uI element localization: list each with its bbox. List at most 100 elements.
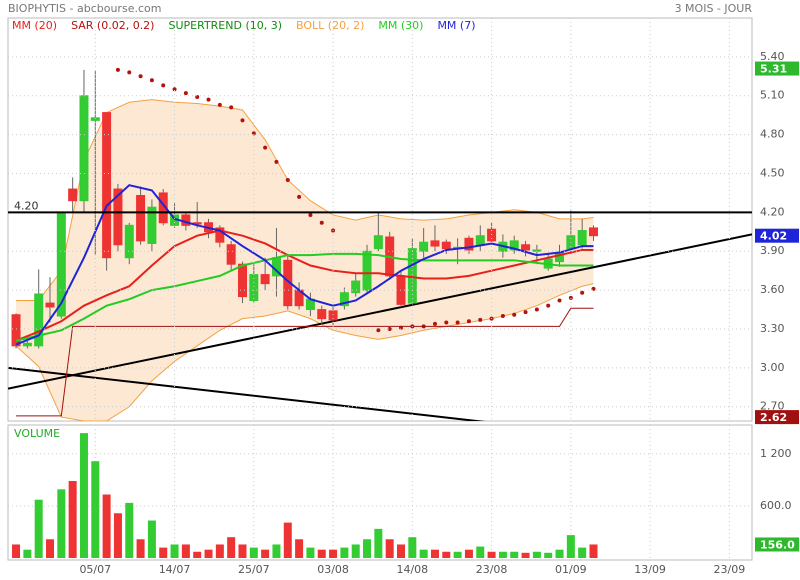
sar-dot [319,220,324,225]
indicator-line [16,307,594,417]
volume-bar [238,544,247,558]
x-tick-label: 14/07 [159,563,191,576]
y-tick-label: 5.10 [760,89,785,102]
volume-bar [510,551,519,558]
volume-bar [68,480,77,558]
sar-dot [285,177,290,182]
volume-title: VOLUME [14,427,60,440]
x-tick-label: 05/07 [79,563,111,576]
trendline [8,233,752,390]
volume-bar [57,489,66,558]
sar-dot [523,310,528,315]
sar-dot [568,295,573,300]
x-tick-label: 13/09 [634,563,666,576]
legend-entry: MM (30) [378,19,423,32]
y-tick-label: 3.30 [760,322,785,335]
price-tag: 4.02 [760,230,787,243]
y-tick-label: 2.70 [760,400,785,413]
candle-body [339,292,349,307]
sar-dot [195,95,200,100]
candle-body [475,235,485,246]
y-tick-label: 1 200 [760,447,792,460]
boll-band [16,99,594,421]
legend-entry: SAR (0.02, 0.2) [71,19,154,32]
chart-title: BIOPHYTIS - abcbourse.com [8,2,161,15]
price-tag: 2.62 [760,411,787,424]
sar-dot [138,74,143,79]
sar-dot [455,320,460,325]
volume-bar [566,535,575,558]
legend-entry: SUPERTREND (10, 3) [168,19,282,32]
candle-body [45,302,55,308]
volume-bar [544,552,553,558]
candle-body [158,192,168,224]
volume-bar [91,461,100,558]
volume-bar [159,547,168,558]
candle-body [588,227,598,237]
candle-body [430,240,440,247]
sar-dot [217,102,222,107]
candle-body [396,275,406,305]
volume-bar [306,547,315,558]
volume-bar [193,551,202,558]
candle-body [68,188,78,202]
legend-entry: MM (7) [437,19,475,32]
volume-bar [532,551,541,558]
indicator-line [15,184,594,346]
volume-bar [442,551,451,558]
sar-dot [376,328,381,333]
volume-bar [215,544,224,558]
candle-body [260,274,270,285]
candle-body [362,250,372,291]
legend-entry: MM (20) [12,19,57,32]
volume-bar [578,547,587,558]
candle-body [487,228,497,242]
sar-dot [127,70,132,75]
sar-dot [115,67,120,72]
sar-dot [557,298,562,303]
volume-bar [295,539,304,558]
volume-bar [419,549,428,558]
volume-bar [136,539,145,558]
sar-dot [387,326,392,331]
candle-body [373,235,383,250]
volume-bar [397,544,406,558]
sar-dot [229,105,234,110]
sar-dot [500,314,505,319]
price-frame [7,17,753,422]
candle-body [11,314,21,347]
period: 3 MOIS - JOUR [675,2,753,15]
y-tick-label: 600.0 [760,499,792,512]
sar-dot [432,321,437,326]
sar-dot [240,118,245,123]
volume-bar [102,494,111,558]
boll-lower [15,283,594,421]
resistance-label: 4.20 [14,199,39,212]
volume-bar [464,549,473,558]
volume-bar [249,547,258,558]
sar-dot [466,319,471,324]
sar-dot [172,87,177,92]
volume-bar [408,537,417,558]
price-tag-box [755,61,799,76]
y-tick-label: 4.50 [760,166,785,179]
indicator-line [15,252,594,342]
volume-bar [374,528,383,558]
x-tick-label: 01/09 [555,563,587,576]
candle-body [226,244,236,265]
volume-bar [453,551,462,558]
sar-dot [263,145,268,150]
y-tick-label: 3.90 [760,244,785,257]
sar-dot [512,312,517,317]
volume-bar [125,502,134,558]
candle-body [317,309,327,320]
volume-bar [261,549,270,558]
volume-bar [272,544,281,558]
candle-body [102,112,112,259]
x-tick-label: 03/08 [317,563,349,576]
candle-body [215,227,225,243]
trendline [8,366,486,421]
volume-bar [363,539,372,558]
candle-body [124,224,134,259]
